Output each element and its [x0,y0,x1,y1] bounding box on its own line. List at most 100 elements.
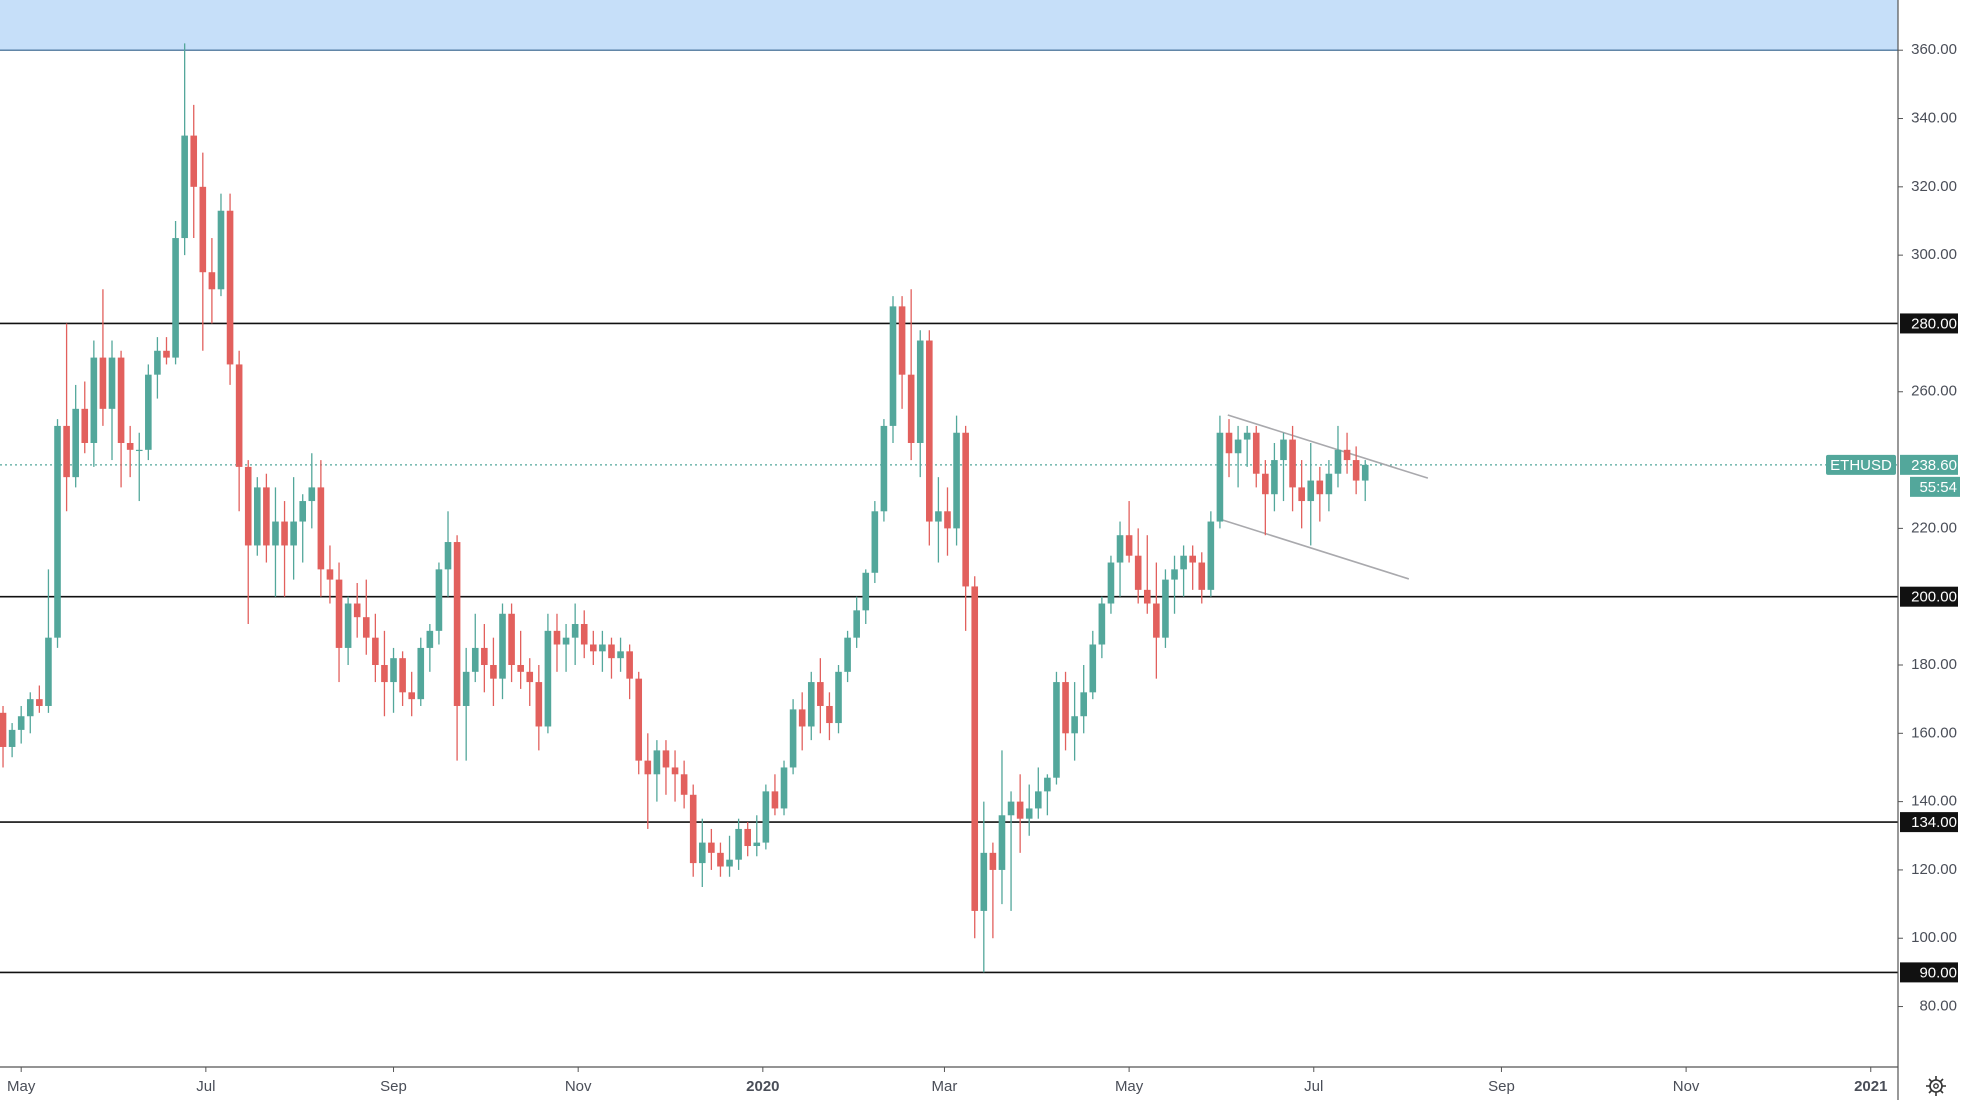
candle-body [916,340,924,443]
candle-body [1153,603,1160,638]
y-tick-label: 160.00 [1911,724,1957,741]
candle-body [698,842,706,864]
candle-body [1225,432,1233,454]
candle-body [281,521,288,546]
candle-body [762,791,770,843]
y-tick-label: 180.00 [1911,656,1957,673]
candle-body [708,842,715,853]
settings-icon[interactable] [1926,1076,1946,1096]
candle-body [1198,562,1206,590]
candle-body [944,511,951,529]
x-tick-label: Mar [932,1078,958,1095]
candle-body [72,408,79,478]
y-tick-label: 360.00 [1911,41,1957,58]
candle-body [471,647,479,672]
candle-body [462,671,470,706]
candle-body [817,682,824,706]
candle-body [254,487,261,546]
candle-body [45,637,52,706]
candle-body [99,357,107,409]
countdown-bg [1910,476,1960,497]
candle-body [971,586,979,911]
resistance-zone [0,0,1898,51]
candle-body [544,630,552,727]
x-tick-label: Nov [565,1078,592,1095]
x-tick-label: 2020 [746,1078,779,1095]
candle-body [1207,521,1215,590]
level-label-bg [1900,812,1958,833]
candle-body [1162,579,1169,638]
candle-body [844,637,851,672]
x-tick-label: Sep [380,1078,407,1095]
candle-body [1062,682,1069,734]
candle-body [789,709,797,768]
y-tick-label: 300.00 [1911,246,1957,263]
candle-body [1089,644,1097,693]
candle-body [1044,777,1051,792]
candle-body [54,425,61,638]
candle-body [807,682,815,727]
candle-body [1271,460,1278,495]
candle-body [580,624,588,645]
candle-body [435,569,443,631]
candle-body [1325,473,1333,495]
candle-body [1189,555,1196,563]
candle-body [481,647,488,665]
candle-body [1243,432,1251,440]
candle-body [753,842,761,847]
candle-body [290,521,297,546]
x-tick-label: Jul [196,1078,215,1095]
level-label-bg [1900,962,1958,983]
candle-body [126,442,134,450]
candle-body [317,487,325,570]
candle-body [272,521,279,546]
candle-body [499,613,506,679]
candle-body [226,210,234,365]
candle-body [508,613,515,665]
gear-hub[interactable] [1933,1083,1939,1089]
candle-body [1298,487,1305,502]
candle-body [135,449,143,452]
candle-body [626,651,633,679]
countdown: 55:54 [1919,479,1957,496]
price-axis-bg [1898,0,1973,1100]
y-tick-label: 260.00 [1911,383,1957,400]
candle-body [163,350,170,358]
candle-body [90,357,98,443]
candle-body [1180,555,1187,570]
candle-body [962,432,969,587]
candle-body [1343,449,1351,461]
candle-body [26,699,34,717]
candle-body [335,579,343,648]
candle-body [653,750,661,775]
candle-body [0,712,7,747]
candle-body [1352,460,1360,481]
candle-body [1280,439,1287,461]
candle-body [372,637,379,665]
candle-body [889,306,897,426]
candle-body [1252,432,1260,474]
x-tick-label: May [7,1078,36,1095]
gear-teeth[interactable] [1926,1076,1946,1096]
candle-body [644,760,652,775]
candle-body [1116,535,1124,563]
symbol-label: ETHUSD [1830,457,1892,474]
candle-body [36,699,43,706]
candle-body [726,859,733,867]
candle-body [1234,439,1242,454]
candle-body [1025,808,1033,819]
candle-body [798,709,806,727]
candle-body [1262,473,1269,495]
candle-body [8,729,16,747]
candle-body [108,357,116,409]
candle-body [744,828,751,847]
candle-body [208,272,216,290]
candle-body [617,651,624,659]
candle-body [490,664,497,679]
candle-body [1098,603,1106,645]
candle-body [717,852,724,867]
candle-body [1134,555,1142,590]
candle-body [608,644,615,659]
last-price-label: 238.60 [1911,457,1957,474]
